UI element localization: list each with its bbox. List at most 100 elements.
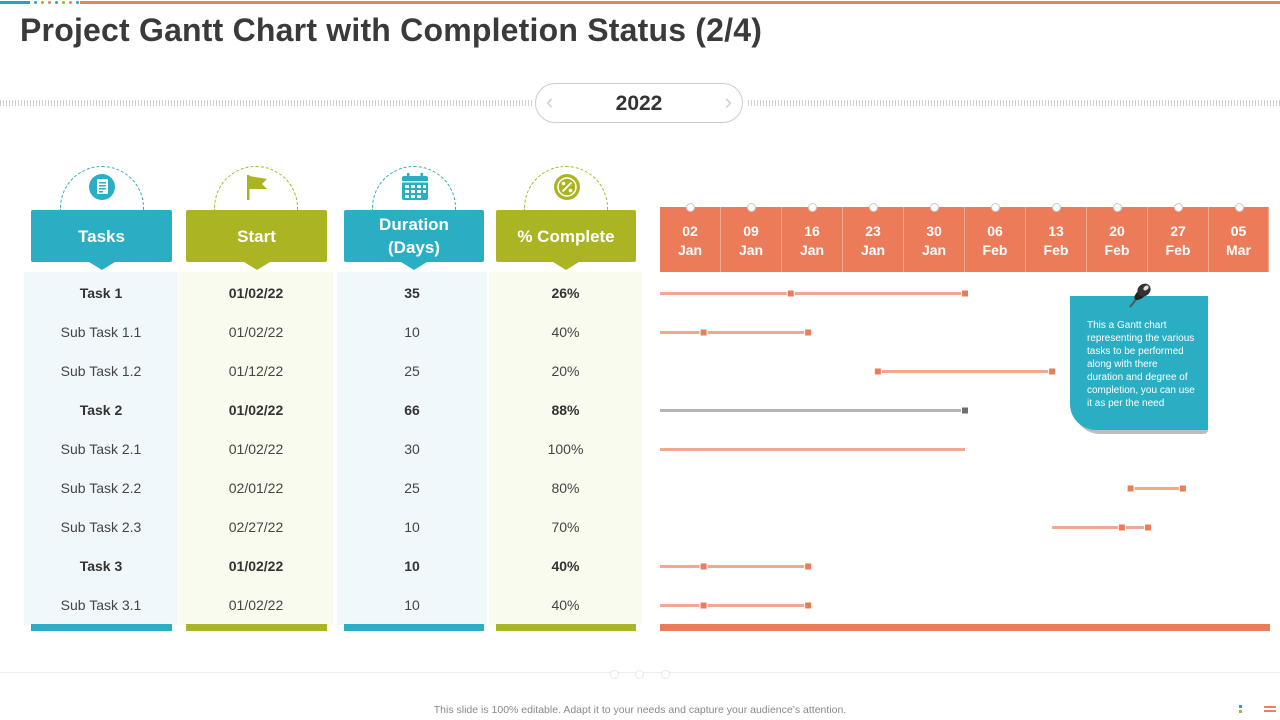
year-selector: ‹ 2022 › bbox=[535, 83, 743, 123]
complete-cell: 40% bbox=[551, 324, 580, 340]
gantt-marker bbox=[699, 601, 708, 610]
start-date-cell: 01/02/22 bbox=[228, 558, 284, 574]
timeline-date: 13 Feb bbox=[1026, 203, 1087, 272]
timeline-date: 09 Jan bbox=[721, 203, 782, 272]
tasks-column-footer bbox=[31, 624, 172, 631]
percent-icon bbox=[554, 174, 580, 200]
gantt-marker bbox=[961, 289, 969, 298]
duration-cell: 10 bbox=[404, 558, 420, 574]
duration-cell: 10 bbox=[404, 519, 420, 535]
task-name-cell: Task 2 bbox=[79, 402, 123, 418]
calendar-icon bbox=[402, 173, 428, 200]
gantt-marker bbox=[699, 562, 708, 571]
duration-cell: 10 bbox=[404, 597, 420, 613]
timeline-date-label: 06 Feb bbox=[982, 223, 1008, 258]
duration-cell: 25 bbox=[404, 363, 420, 379]
complete-cell: 100% bbox=[547, 441, 584, 457]
start-date-cell: 01/12/22 bbox=[228, 363, 284, 379]
start-date-cell: 02/27/22 bbox=[228, 519, 284, 535]
timeline-date-label: 05 Mar bbox=[1226, 223, 1251, 258]
gantt-marker bbox=[1178, 484, 1187, 493]
header-duration-label: Duration (Days) bbox=[379, 215, 449, 257]
timeline-date-label: 27 Feb bbox=[1165, 223, 1191, 258]
duration-column-bg bbox=[337, 272, 487, 625]
complete-cell: 20% bbox=[551, 363, 580, 379]
gantt-marker bbox=[804, 601, 813, 610]
complete-cell: 26% bbox=[551, 285, 580, 301]
timeline-date-label: 16 Jan bbox=[799, 223, 825, 258]
start-column-bg bbox=[179, 272, 333, 625]
task-name-cell: Sub Task 2.1 bbox=[60, 441, 142, 457]
start-date-cell: 01/02/22 bbox=[228, 324, 284, 340]
timeline-date-label: 30 Jan bbox=[921, 223, 947, 258]
gantt-marker bbox=[699, 328, 708, 337]
sticky-note-text: This a Gantt chart representing the vari… bbox=[1087, 320, 1195, 409]
duration-cell: 30 bbox=[404, 441, 420, 457]
timeline-date: 23 Jan bbox=[843, 203, 904, 272]
timeline-date-label: 02 Jan bbox=[677, 223, 703, 258]
gantt-marker bbox=[1126, 484, 1135, 493]
chevron-left-icon[interactable]: ‹ bbox=[546, 89, 554, 114]
task-name-cell: Sub Task 2.2 bbox=[60, 480, 142, 496]
gantt-marker bbox=[1117, 523, 1126, 532]
timeline-date: 02 Jan bbox=[660, 203, 721, 272]
task-name-cell: Task 1 bbox=[79, 285, 123, 301]
gantt-marker bbox=[804, 562, 813, 571]
footer-text: This slide is 100% editable. Adapt it to… bbox=[433, 704, 847, 716]
chevron-right-icon[interactable]: › bbox=[724, 89, 732, 114]
task-name-cell: Sub Task 2.3 bbox=[60, 519, 142, 535]
header-tasks-label: Tasks bbox=[78, 226, 125, 246]
year-label: 2022 bbox=[615, 92, 663, 115]
timeline-date: 30 Jan bbox=[904, 203, 965, 272]
gantt-marker bbox=[786, 289, 795, 298]
top-accent-bar bbox=[0, 0, 1280, 6]
timeline-date-label: 23 Jan bbox=[860, 223, 886, 258]
start-date-cell: 01/02/22 bbox=[228, 441, 284, 457]
duration-cell: 10 bbox=[404, 324, 420, 340]
tasks-column-bg bbox=[24, 272, 178, 625]
gantt-marker bbox=[804, 328, 813, 337]
timeline-date: 16 Jan bbox=[782, 203, 843, 272]
start-date-cell: 01/02/22 bbox=[228, 285, 284, 301]
brand-logo-icon bbox=[1239, 705, 1276, 713]
header-tasks: Tasks bbox=[31, 210, 172, 270]
timeline-date-label: 09 Jan bbox=[738, 223, 764, 258]
header-start-label: Start bbox=[237, 226, 276, 246]
start-column-footer bbox=[186, 624, 327, 631]
duration-column-footer bbox=[344, 624, 484, 631]
start-date-cell: 02/01/22 bbox=[228, 480, 284, 496]
complete-cell: 80% bbox=[551, 480, 580, 496]
duration-cell: 66 bbox=[404, 402, 420, 418]
task-name-cell: Task 3 bbox=[79, 558, 123, 574]
complete-cell: 40% bbox=[551, 597, 580, 613]
gantt-marker bbox=[873, 367, 882, 376]
complete-column-bg bbox=[489, 272, 642, 625]
divider-left bbox=[0, 100, 533, 106]
header-complete-label: % Complete bbox=[517, 226, 615, 246]
slide-controls bbox=[608, 668, 672, 679]
flag-icon bbox=[247, 175, 267, 200]
duration-cell: 25 bbox=[404, 480, 420, 496]
divider-right bbox=[748, 100, 1280, 106]
task-name-cell: Sub Task 1.1 bbox=[60, 324, 142, 340]
timeline-date-label: 20 Feb bbox=[1104, 223, 1130, 258]
timeline-date-label: 13 Feb bbox=[1043, 223, 1069, 258]
gantt-marker bbox=[961, 406, 969, 415]
header-complete: % Complete bbox=[496, 210, 636, 270]
pushpin-icon bbox=[1129, 283, 1151, 308]
gantt-footer-bar bbox=[660, 624, 1270, 631]
start-date-cell: 01/02/22 bbox=[228, 597, 284, 613]
complete-cell: 88% bbox=[551, 402, 580, 418]
start-date-cell: 01/02/22 bbox=[228, 402, 284, 418]
sticky-note: This a Gantt chart representing the vari… bbox=[1070, 296, 1208, 430]
task-name-cell: Sub Task 1.2 bbox=[60, 363, 142, 379]
complete-column-footer bbox=[496, 624, 636, 631]
timeline-date: 27 Feb bbox=[1148, 203, 1209, 272]
timeline-date: 06 Feb bbox=[965, 203, 1026, 272]
duration-cell: 35 bbox=[404, 285, 420, 301]
timeline-date: 20 Feb bbox=[1087, 203, 1148, 272]
header-duration: Duration (Days) bbox=[344, 210, 484, 270]
task-name-cell: Sub Task 3.1 bbox=[60, 597, 142, 613]
timeline-date: 05 Mar bbox=[1209, 203, 1269, 272]
